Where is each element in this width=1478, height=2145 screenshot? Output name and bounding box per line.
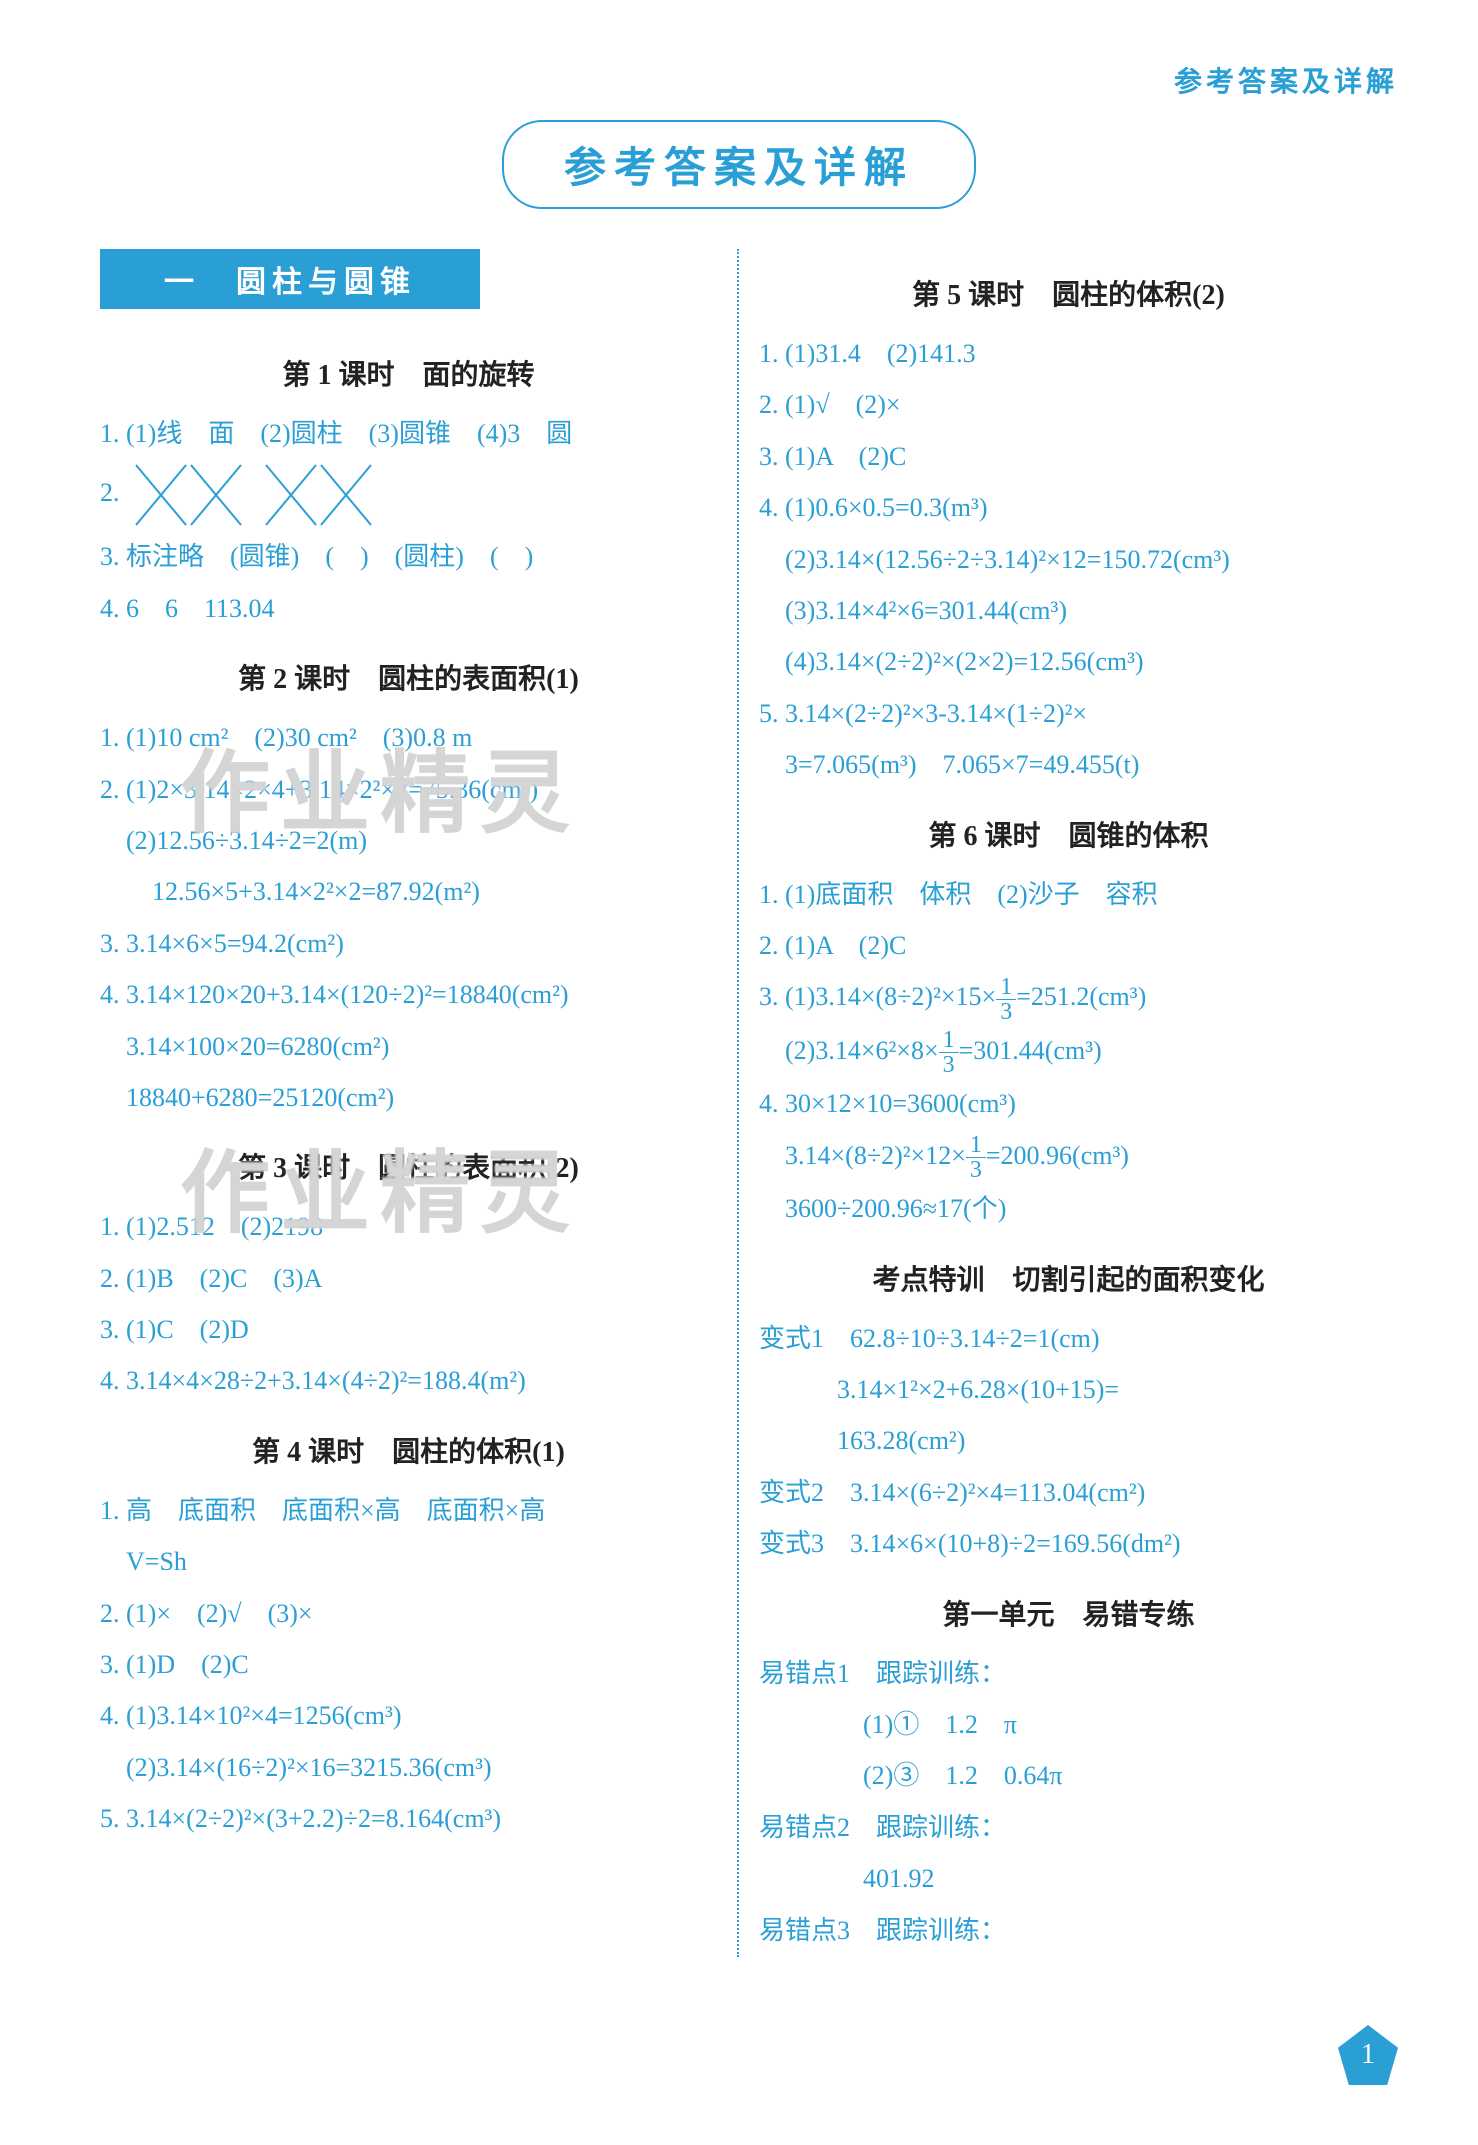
main-title-wrap: 参考答案及详解 [80, 120, 1398, 209]
main-title: 参考答案及详解 [502, 120, 976, 209]
ans: 5. 3.14×(2÷2)²×3-3.14×(1÷2)²× [759, 689, 1378, 738]
text: 3. (1)3.14×(8÷2)²×15× [759, 982, 996, 1011]
ans: 4. 3.14×4×28÷2+3.14×(4÷2)²=188.4(m²) [100, 1356, 717, 1405]
ans: (1)① 1.2 π [759, 1700, 1378, 1749]
ans: 1. (1)31.4 (2)141.3 [759, 329, 1378, 378]
ans: 2. (1)√ (2)× [759, 380, 1378, 429]
ans: V=Sh [100, 1537, 717, 1586]
ans: 2. (1)2×3.14×2×4+3.14×2²×2=75.36(cm²) [100, 765, 717, 814]
ans: 3. (1)D (2)C [100, 1640, 717, 1689]
ans: (4)3.14×(2÷2)²×(2×2)=12.56(cm³) [759, 637, 1378, 686]
ans: 1. (1)线 面 (2)圆柱 (3)圆锥 (4)3 圆 [100, 409, 717, 458]
ans: 2. (1)B (2)C (3)A [100, 1254, 717, 1303]
ans: 2. (1)A (2)C [759, 921, 1378, 970]
ans: 易错点1 跟踪训练： [759, 1649, 1378, 1698]
page-number-badge: 1 [1338, 2025, 1398, 2085]
ans: 4. 6 6 113.04 [100, 584, 717, 633]
text: =251.2(cm³) [1016, 982, 1146, 1011]
ans: 3. 3.14×6×5=94.2(cm²) [100, 919, 717, 968]
ans: 1. (1)底面积 体积 (2)沙子 容积 [759, 870, 1378, 919]
ans: 3.14×100×20=6280(cm²) [100, 1022, 717, 1071]
ans: (3)3.14×4²×6=301.44(cm³) [759, 586, 1378, 635]
ans: 变式2 3.14×(6÷2)²×4=113.04(cm²) [759, 1468, 1378, 1517]
ans: (2)12.56÷3.14÷2=2(m) [100, 816, 717, 865]
ans: 18840+6280=25120(cm²) [100, 1073, 717, 1122]
text: (2)3.14×6²×8× [759, 1036, 939, 1065]
ans: 3. (1)C (2)D [100, 1305, 717, 1354]
ans: 易错点2 跟踪训练： [759, 1803, 1378, 1852]
ans: 4. 30×12×10=3600(cm³) [759, 1079, 1378, 1128]
ans: (2)3.14×(16÷2)²×16=3215.36(cm³) [100, 1743, 717, 1792]
error-section-title: 第一单元 易错专练 [759, 1593, 1378, 1633]
ans: 3=7.065(m³) 7.065×7=49.455(t) [759, 740, 1378, 789]
ans: 163.28(cm²) [759, 1416, 1378, 1465]
text: =200.96(cm³) [986, 1141, 1129, 1170]
ans: (2)3.14×6²×8×13=301.44(cm³) [759, 1026, 1378, 1078]
ans: 1. (1)2.512 (2)2198 [100, 1202, 717, 1251]
ans: 3.14×(8÷2)²×12×13=200.96(cm³) [759, 1131, 1378, 1183]
ans: 变式1 62.8÷10÷3.14÷2=1(cm) [759, 1314, 1378, 1363]
lesson-6-title: 第 6 课时 圆锥的体积 [759, 814, 1378, 854]
ans: 3.14×1²×2+6.28×(10+15)= [759, 1365, 1378, 1414]
ans: 4. (1)3.14×10²×4=1256(cm³) [100, 1691, 717, 1740]
lesson-4-title: 第 4 课时 圆柱的体积(1) [100, 1430, 717, 1470]
ans: 1. (1)10 cm² (2)30 cm² (3)0.8 m [100, 713, 717, 762]
ans: 3. 标注略 (圆锥) ( ) (圆柱) ( ) [100, 532, 717, 581]
ans: 4. 3.14×120×20+3.14×(120÷2)²=18840(cm²) [100, 970, 717, 1019]
fraction-icon: 13 [966, 1133, 986, 1182]
lesson-3-title: 第 3 课时 圆柱的表面积(2) [100, 1146, 717, 1186]
ans: 1. 高 底面积 底面积×高 底面积×高 [100, 1486, 717, 1535]
ans: 5. 3.14×(2÷2)²×(3+2.2)÷2=8.164(cm³) [100, 1794, 717, 1843]
ans: 易错点3 跟踪训练： [759, 1906, 1378, 1955]
fraction-icon: 13 [939, 1028, 959, 1077]
text: 3.14×(8÷2)²×12× [759, 1141, 966, 1170]
ans: 12.56×5+3.14×2²×2=87.92(m²) [100, 867, 717, 916]
text: =301.44(cm³) [959, 1036, 1102, 1065]
header-subtitle: 参考答案及详解 [80, 60, 1398, 100]
ans: (2)③ 1.2 0.64π [759, 1751, 1378, 1800]
ans: 2. (1)× (2)√ (3)× [100, 1589, 717, 1638]
ans: 3. (1)3.14×(8÷2)²×15×13=251.2(cm³) [759, 972, 1378, 1024]
right-column: 第 5 课时 圆柱的体积(2) 1. (1)31.4 (2)141.3 2. (… [739, 249, 1398, 1957]
fraction-icon: 13 [996, 975, 1016, 1024]
ans: (2)3.14×(12.56÷2÷3.14)²×12=150.72(cm³) [759, 535, 1378, 584]
content-columns: 一 圆柱与圆锥 第 1 课时 面的旋转 1. (1)线 面 (2)圆柱 (3)圆… [80, 249, 1398, 1957]
lesson-2-title: 第 2 课时 圆柱的表面积(1) [100, 657, 717, 697]
lesson-1-title: 第 1 课时 面的旋转 [100, 353, 717, 393]
left-column: 一 圆柱与圆锥 第 1 课时 面的旋转 1. (1)线 面 (2)圆柱 (3)圆… [80, 249, 739, 1957]
special-topic-title: 考点特训 切割引起的面积变化 [759, 1258, 1378, 1298]
ans: 3600÷200.96≈17(个) [759, 1184, 1378, 1233]
ans: 变式3 3.14×6×(10+8)÷2=169.56(dm²) [759, 1519, 1378, 1568]
ans: 3. (1)A (2)C [759, 432, 1378, 481]
ans: 2. [100, 460, 717, 530]
lesson-5-title: 第 5 课时 圆柱的体积(2) [759, 273, 1378, 313]
ans: 4. (1)0.6×0.5=0.3(m³) [759, 483, 1378, 532]
q-label: 2. [100, 478, 120, 507]
matching-diagram-icon [126, 460, 386, 530]
ans: 401.92 [759, 1854, 1378, 1903]
section-banner: 一 圆柱与圆锥 [100, 249, 480, 309]
